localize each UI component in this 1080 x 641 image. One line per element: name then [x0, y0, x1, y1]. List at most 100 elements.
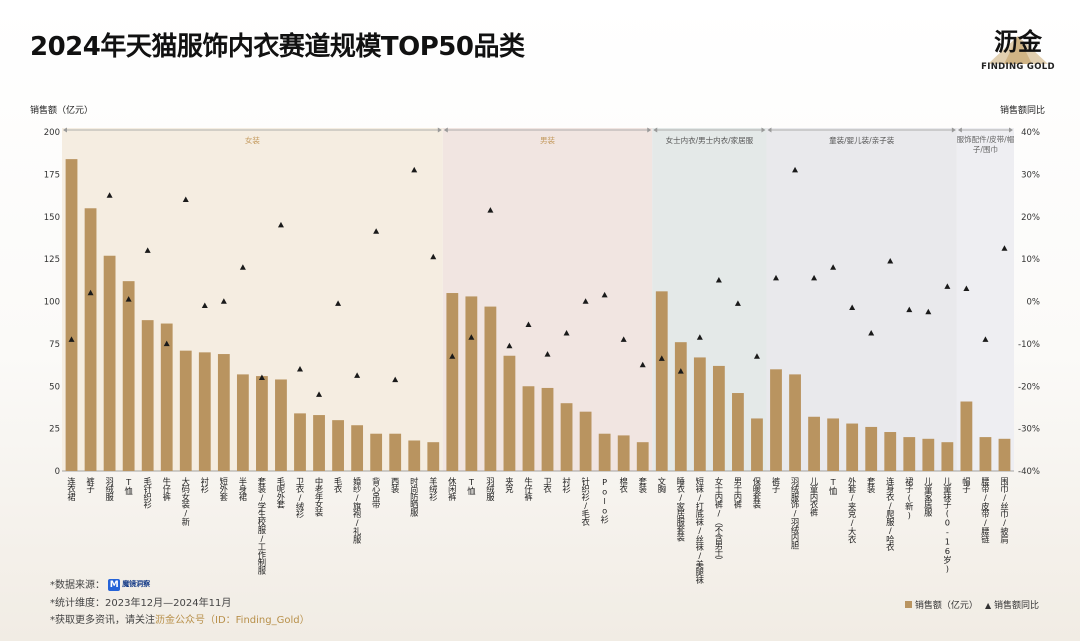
yoy-marker-triangle	[392, 376, 399, 383]
yoy-marker-triangle	[106, 192, 113, 198]
right-axis-title: 销售额同比	[1000, 106, 1046, 116]
category-label: 衬衫	[200, 476, 210, 494]
yoy-marker-triangle	[582, 298, 589, 304]
category-label: 棉衣	[619, 476, 629, 494]
segment-arrow-left-icon	[443, 127, 448, 133]
category-label: 儿童袜子(0-16岁)	[942, 477, 952, 573]
right-tick-label: 30%	[1021, 170, 1040, 180]
footer-source: *数据来源： M 魔镜洞察	[50, 576, 150, 591]
bar	[351, 425, 364, 471]
category-label: 女士内裤/（不含男士）	[714, 476, 724, 564]
left-tick-label: 0	[55, 467, 60, 477]
yoy-marker-triangle	[1001, 245, 1008, 251]
yoy-marker-triangle	[182, 196, 189, 202]
bar	[636, 442, 649, 471]
yoy-marker-triangle	[849, 304, 856, 311]
left-axis-title: 销售额（亿元）	[30, 106, 94, 116]
page-title: 2024年天猫服饰内衣赛道规模TOP50品类	[30, 32, 525, 62]
source-brand: 魔镜洞察	[122, 580, 151, 588]
yoy-marker-triangle	[792, 166, 799, 173]
category-label: 帽子	[961, 476, 971, 493]
left-tick-label: 50	[49, 382, 60, 392]
left-tick-label: 200	[44, 128, 60, 138]
category-label: 腰带/皮带/腰链	[980, 477, 990, 544]
legend-triangle-icon: ▲	[985, 601, 992, 610]
bar	[389, 433, 402, 471]
bar	[846, 423, 859, 471]
category-label: 夹克	[504, 476, 514, 494]
yoy-marker-triangle	[220, 298, 227, 304]
right-tick-label: 10%	[1021, 255, 1040, 265]
category-label: 羊绒衫	[428, 476, 438, 502]
category-label: 围巾/丝巾/披肩	[999, 477, 1009, 544]
footer-more-prefix: *获取更多资讯，请关注	[50, 615, 155, 626]
bar	[598, 433, 611, 471]
bar	[960, 401, 973, 471]
segment-arrow-right-icon	[1009, 127, 1013, 133]
source-label: *数据来源：	[50, 580, 105, 591]
category-label: 裙子(新)	[904, 476, 914, 519]
bar	[160, 323, 173, 471]
category-label: 牛仔裤	[162, 476, 172, 502]
yoy-marker-triangle	[677, 368, 684, 374]
bar	[408, 440, 421, 471]
bar	[370, 433, 383, 471]
yoy-marker-triangle	[715, 277, 722, 283]
bar	[808, 416, 820, 471]
category-label: 背心吊带	[371, 476, 381, 509]
bar	[484, 306, 497, 471]
yoy-marker-triangle	[982, 336, 989, 342]
category-label: 羽绒服饰/羽绒内胆	[790, 477, 800, 550]
category-label: 裤子	[86, 476, 96, 493]
bar	[141, 320, 154, 471]
right-tick-label: -10%	[1018, 340, 1040, 350]
yoy-marker-triangle	[734, 300, 741, 306]
category-label: 文胸	[657, 476, 667, 494]
yoy-marker-triangle	[944, 283, 951, 289]
yoy-marker-triangle	[87, 289, 94, 296]
bar	[751, 418, 763, 471]
segment-label-acc: 子/围巾	[973, 144, 998, 154]
bar	[579, 411, 592, 471]
category-label: 短袜/打底袜/丝袜/美腿袜	[695, 476, 705, 585]
yoy-marker-triangle	[68, 336, 75, 342]
yoy-marker-triangle	[144, 247, 151, 253]
category-label: 睡衣/家居服套装	[676, 477, 686, 543]
bar	[122, 281, 135, 471]
yoy-marker-triangle	[354, 372, 361, 378]
category-label: 毛呢外套	[276, 476, 286, 509]
left-tick-label: 100	[44, 298, 60, 308]
right-tick-label: -30%	[1018, 425, 1040, 435]
category-label: 半身裙	[238, 476, 248, 502]
yoy-marker-triangle	[430, 253, 437, 260]
right-tick-label: 20%	[1021, 213, 1040, 223]
footer-dimension: *统计维度：2023年12月—2024年11月	[50, 598, 232, 609]
bar	[865, 426, 878, 471]
category-label: 连身衣/爬服/哈衣	[885, 476, 895, 552]
segment-arrow-right-icon	[437, 127, 442, 133]
yoy-marker-triangle	[297, 366, 303, 372]
category-label: 裤子	[771, 476, 781, 493]
segment-label-acc: 服饰配件/皮带/帽	[957, 134, 1015, 144]
bar	[903, 437, 916, 471]
yoy-marker-triangle	[125, 296, 132, 302]
footer-more-highlight: 沥金公众号（ID：Finding_Gold）	[155, 615, 310, 626]
bar	[712, 365, 725, 471]
bar	[65, 159, 78, 471]
bar	[275, 379, 287, 471]
segment-arrow-left-icon	[653, 127, 658, 133]
bar	[294, 413, 306, 471]
source-brand-logo: M 魔镜洞察	[108, 579, 150, 591]
bar	[522, 386, 535, 471]
yoy-marker-triangle	[963, 285, 970, 291]
yoy-marker-triangle	[525, 321, 532, 328]
category-label: 外套/夹克/大衣	[847, 476, 857, 544]
segment-arrow-left-icon	[957, 127, 962, 133]
bar	[465, 296, 478, 471]
logo-text: 沥金	[994, 28, 1042, 56]
category-label: 针织衫/毛衣	[581, 476, 591, 527]
bar	[998, 438, 1011, 471]
bar	[770, 369, 782, 471]
yoy-marker-triangle	[411, 166, 418, 173]
yoy-marker-triangle	[753, 353, 760, 359]
